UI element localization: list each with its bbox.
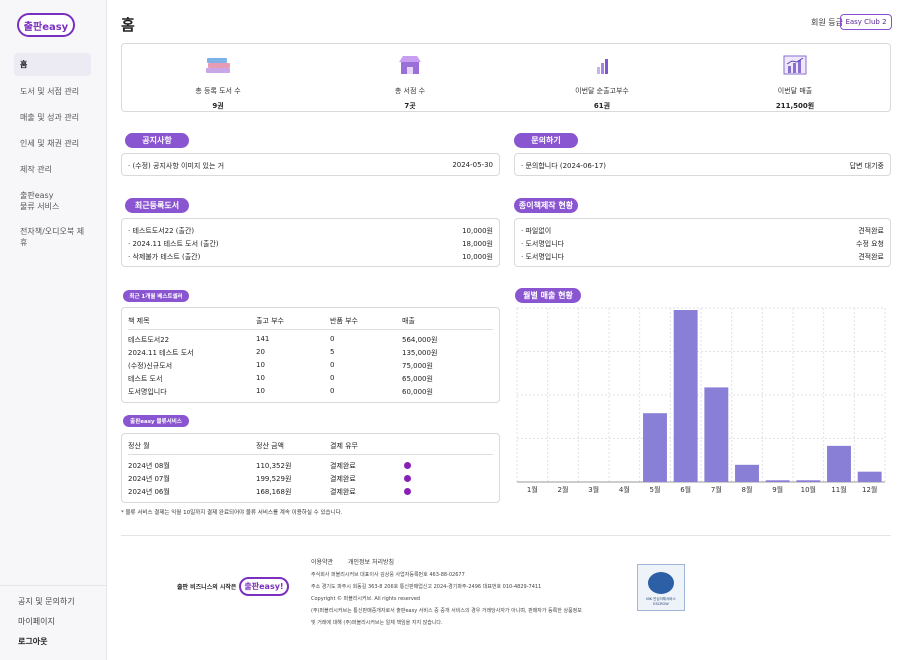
sidebar-item-sales[interactable]: 매출 및 성과 관리: [20, 113, 80, 122]
main-content: 홈 회원 등급 Easy Club 2 총 등록 도서 수 9권 총 서점 수 …: [107, 0, 900, 660]
table-row[interactable]: 도서명입니다 10 0 60,000원: [128, 387, 433, 396]
escrow-icon: [648, 572, 674, 594]
x-tick-label: 1월: [527, 485, 538, 494]
sidebar-item-ebook[interactable]: 전자책/오디오북 제휴: [20, 227, 85, 247]
paid-status-dot: [404, 475, 411, 482]
sidebar-item-royalty[interactable]: 인세 및 채권 관리: [20, 139, 80, 148]
paid-status-dot: [404, 488, 411, 495]
x-tick-label: 4월: [619, 485, 630, 494]
logo[interactable]: 출판easy: [17, 13, 75, 37]
table-row[interactable]: 2024.11 테스트 도서 20 5 135,000원: [128, 348, 438, 357]
escrow-badge[interactable]: IBK 안심이체서비스 ESCROW: [637, 564, 685, 611]
sidebar-item-logistics[interactable]: 출판easy 물류 서비스: [20, 191, 60, 211]
logistics-card: 정산 월 정산 금액 결제 유무 2024년 08월 110,352원 결제완료 2…: [121, 433, 500, 503]
terms-link[interactable]: 이용약관: [311, 559, 334, 566]
notice-item[interactable]: · (수정) 공지사항 이미지 있는 거 2024-05-30: [128, 161, 493, 170]
x-tick-label: 10월: [801, 485, 816, 494]
x-tick-label: 7월: [711, 485, 722, 494]
monthly-sales-chart: 1월 2월 3월 4월 5월 6월 7월 8월 9월 10월 11월 12월: [516, 307, 886, 494]
x-tick-label: 3월: [588, 485, 599, 494]
table-header: 책 제목 출고 부수 반품 부수 매출: [128, 316, 493, 330]
privacy-link[interactable]: 개인정보 처리방침: [348, 559, 395, 566]
footer-line: (주)퍼블리시커브는 통신판매중개자로서 출판easy 서비스 중 중개 서비스…: [311, 608, 582, 614]
paper-books-card: · 파일없이 견적완료 · 도서명입니다 수정 요청 · 도서명입니다 견적완료: [514, 218, 891, 267]
table-row[interactable]: 2024년 07월 199,529원 결제완료: [128, 474, 493, 486]
bar-9[interactable]: [765, 480, 790, 482]
bar-5[interactable]: [643, 413, 667, 482]
table-row[interactable]: 테스트도서22 141 0 564,000원: [128, 335, 438, 344]
list-item[interactable]: · 삭제불가 테스트 (출간) 10,000원: [128, 253, 493, 261]
inquiry-title: 문의하기: [514, 133, 578, 148]
list-item[interactable]: · 도서명입니다 견적완료: [521, 253, 884, 261]
bar-10[interactable]: [796, 480, 821, 482]
bar-chart-icon: [597, 59, 608, 74]
sidebar-item-mypage[interactable]: 마이페이지: [18, 617, 55, 626]
logistics-title: 출판easy 물류서비스: [123, 415, 189, 427]
list-item[interactable]: · 2024.11 테스트 도서 (출간) 18,000원: [128, 240, 493, 248]
bar-12[interactable]: [857, 471, 882, 482]
footer-logo: 출판easy!: [239, 577, 289, 596]
store-icon: [399, 56, 421, 74]
books-icon: [206, 58, 230, 73]
list-item[interactable]: · 파일없이 견적완료: [521, 227, 884, 235]
notice-card: · (수정) 공지사항 이미지 있는 거 2024-05-30: [121, 153, 500, 176]
footer-line: 주식회사 퍼블리시커브 대표이사 김상웅 사업자등록번호 463-88-0267…: [311, 572, 465, 578]
bar-11[interactable]: [827, 445, 851, 482]
table-row[interactable]: (수정)신규도서 10 0 75,000원: [128, 361, 433, 370]
x-tick-label: 9월: [772, 485, 783, 494]
table-row[interactable]: 2024년 08월 110,352원 결제완료: [128, 461, 493, 473]
x-tick-label: 12월: [862, 485, 877, 494]
sidebar-item-notice-inquiry[interactable]: 공지 및 문의하기: [18, 597, 75, 606]
x-tick-label: 8월: [742, 485, 753, 494]
bar-7[interactable]: [704, 387, 729, 482]
x-tick-label: 2월: [558, 485, 569, 494]
x-tick-label: 11월: [831, 485, 846, 494]
page-title: 홈: [121, 16, 135, 34]
stat-total-books: 총 등록 도서 수 9권: [158, 54, 278, 111]
footer-line: 주소 경기도 파주시 회동길 363-8 206호 통신판매업신고 2024-경…: [311, 584, 542, 590]
recent-books-card: · 테스트도서22 (출간) 10,000원 · 2024.11 테스트 도서 (…: [121, 218, 500, 267]
sidebar: 출판easy 홈 도서 및 서점 관리 매출 및 성과 관리 인세 및 채권 관…: [0, 0, 107, 660]
table-header: 정산 월 정산 금액 결제 유무: [128, 441, 493, 455]
stat-monthly-shipments: 이번달 순출고부수 61권: [542, 54, 662, 111]
footer-line: 및 거래에 대해 (주)퍼블리시커브는 일체 책임을 지지 않습니다.: [311, 620, 443, 626]
stat-total-stores: 총 서점 수 7곳: [350, 54, 470, 111]
list-item[interactable]: · 테스트도서22 (출간) 10,000원: [128, 227, 493, 235]
sidebar-item-home[interactable]: 홈: [14, 53, 91, 76]
logistics-note: * 물류 서비스 결제는 익월 10일까지 결제 완료되어야 물류 서비스를 계…: [121, 510, 343, 516]
recent-books-title: 최근등록도서: [125, 198, 189, 213]
table-row[interactable]: 테스트 도서 10 0 65,000원: [128, 374, 433, 383]
inquiry-item[interactable]: · 문의합니다 (2024-06-17) 답변 대기중: [521, 162, 884, 170]
x-tick-label: 6월: [680, 485, 691, 494]
inquiry-card: · 문의합니다 (2024-06-17) 답변 대기중: [514, 153, 891, 176]
paper-books-title: 종이책제작 현황: [514, 198, 578, 213]
grade-badge: Easy Club 2: [840, 14, 892, 30]
x-tick-label: 5월: [650, 485, 661, 494]
sidebar-item-production[interactable]: 제작 관리: [20, 165, 52, 174]
stats-card: 총 등록 도서 수 9권 총 서점 수 7곳 이번달 순출고부수 61권 이번달…: [121, 43, 891, 112]
grade-label: 회원 등급: [811, 18, 843, 27]
sidebar-item-books-stores[interactable]: 도서 및 서점 관리: [20, 87, 80, 96]
sidebar-item-logout[interactable]: 로그아웃: [18, 637, 48, 646]
bar-6[interactable]: [673, 310, 698, 482]
bar-8[interactable]: [735, 464, 759, 482]
paid-status-dot: [404, 462, 411, 469]
footer-slogan: 출판 비즈니스의 시작은: [177, 584, 237, 591]
sales-chart-icon: [783, 55, 807, 75]
footer-line: Copyright © 퍼블리시커브. All rights reserved: [311, 596, 421, 602]
notice-title: 공지사항: [125, 133, 189, 148]
list-item[interactable]: · 도서명입니다 수정 요청: [521, 240, 884, 248]
bestseller-card: 책 제목 출고 부수 반품 부수 매출 테스트도서22 141 0 564,000원 …: [121, 307, 500, 403]
table-row[interactable]: 2024년 06월 168,168원 결제완료: [128, 487, 493, 499]
bestseller-title: 최근 1개월 베스트셀러: [123, 290, 189, 302]
chart-title: 월별 매출 현황: [515, 288, 581, 303]
stat-monthly-sales: 이번달 매출 211,500원: [735, 54, 855, 111]
